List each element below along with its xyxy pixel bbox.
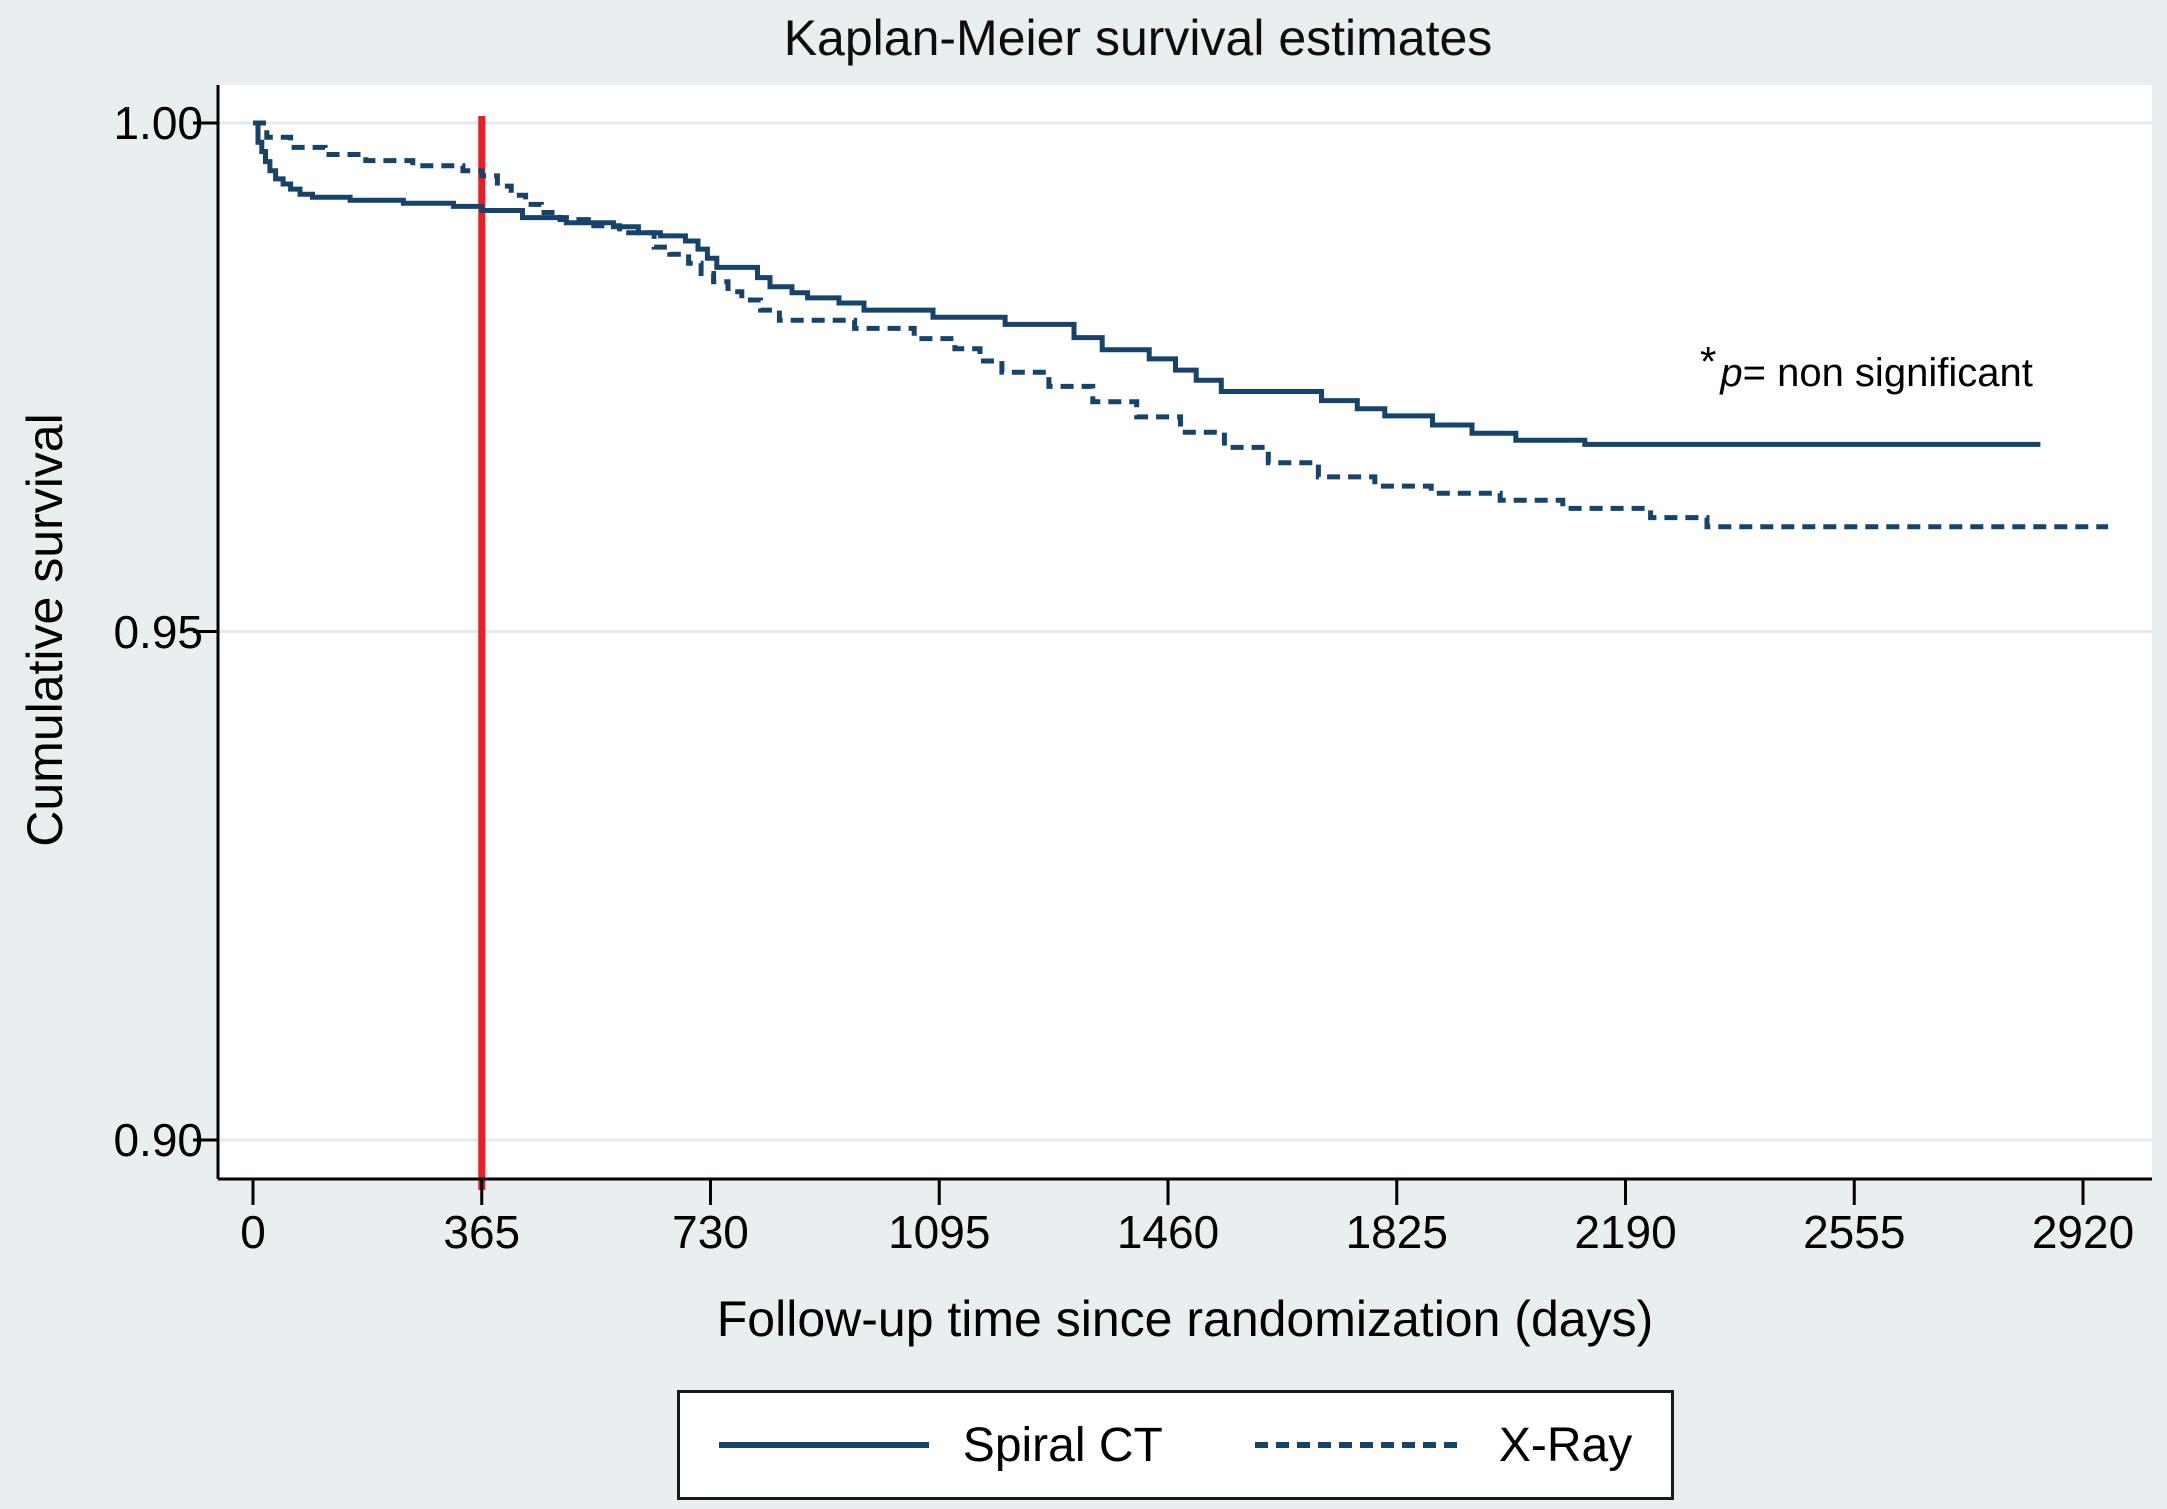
x-tick-label-730: 730 (672, 1206, 749, 1258)
spiral-ct-curve (253, 120, 2041, 447)
survival-curves (253, 120, 2109, 530)
x-ray-curve (253, 120, 2109, 530)
y-tick-label-1.00: 1.00 (113, 97, 203, 149)
x-tick-label-2190: 2190 (1574, 1206, 1677, 1258)
p-symbol: p (1720, 351, 1743, 395)
y-tick-label-0.95: 0.95 (113, 605, 203, 658)
gridlines (218, 121, 2152, 1142)
chart-title: Kaplan-Meier survival estimates (783, 10, 1493, 66)
legend-solid-line-sample (718, 1442, 929, 1448)
x-tick-label-365: 365 (443, 1206, 521, 1258)
axes-and-ticks (193, 85, 2152, 1205)
legend-dashed-line-sample (1254, 1442, 1465, 1448)
x-tick-label-1095: 1095 (888, 1206, 991, 1258)
p-value-annotation: * p= non significant (1700, 338, 2033, 397)
legend: Spiral CT X-Ray (677, 1390, 1674, 1500)
annotation-text: = non significant (1742, 351, 2033, 395)
x-tick-label-1825: 1825 (1345, 1206, 1448, 1258)
legend-label-xray: X-Ray (1498, 1418, 1633, 1472)
x-axis-title: Follow-up time since randomization (days… (716, 1291, 1654, 1347)
legend-label-spiral-ct: Spiral CT (962, 1418, 1163, 1472)
x-tick-label-0: 0 (240, 1206, 266, 1258)
x-tick-label-2555: 2555 (1803, 1206, 1906, 1258)
x-tick-label-2920: 2920 (2031, 1206, 2135, 1258)
y-tick-label-0.90: 0.90 (113, 1114, 203, 1166)
x-tick-label-1460: 1460 (1116, 1206, 1220, 1258)
asterisk: * (1700, 338, 1717, 385)
